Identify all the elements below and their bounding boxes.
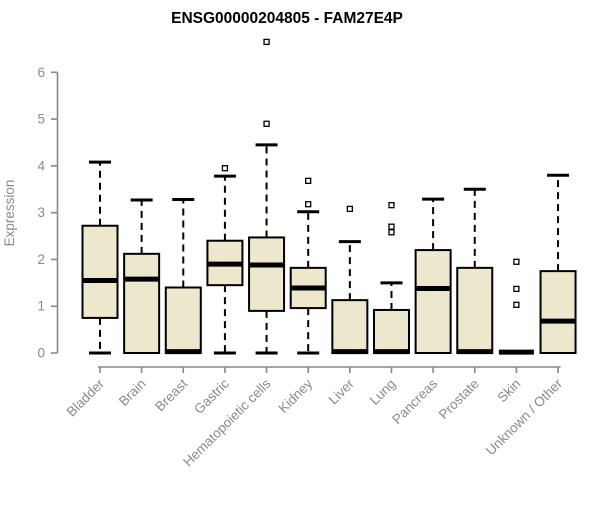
boxplot-gastric	[206, 165, 244, 355]
y-tick-label-0: 0	[37, 346, 45, 361]
outlier-lung-0	[388, 229, 395, 236]
y-tick-label-5: 5	[37, 112, 45, 127]
iqr-box-hematopoietic-cells	[248, 236, 286, 312]
chart-title: ENSG00000204805 - FAM27E4P	[171, 10, 403, 27]
iqr-box-pancreas	[414, 249, 452, 354]
outlier-lung-2	[388, 202, 395, 209]
y-tick-label-4: 4	[37, 158, 45, 173]
x-tick-label-brain: Brain	[116, 376, 149, 409]
outlier-lung-1	[388, 223, 395, 230]
boxplot-pancreas	[414, 197, 452, 354]
boxplot-prostate	[456, 187, 494, 355]
outlier-kidney-0	[305, 201, 312, 208]
y-axis-label: Expression	[2, 180, 17, 247]
outlier-skin-0	[513, 301, 520, 308]
outlier-skin-2	[513, 258, 520, 265]
x-tick-label-skin: Skin	[494, 376, 523, 405]
boxplot-lung	[372, 202, 410, 355]
iqr-box-lung	[372, 308, 410, 354]
boxplot-brain	[123, 198, 161, 354]
x-tick-label-pancreas: Pancreas	[389, 376, 440, 427]
outlier-hematopoietic-cells-0	[263, 120, 270, 127]
x-tick-label-unknown-other: Unknown / Other	[483, 376, 566, 459]
x-tick-label-bladder: Bladder	[64, 376, 108, 420]
outlier-hematopoietic-cells-1	[263, 38, 270, 46]
y-tick-label-2: 2	[37, 252, 45, 267]
x-tick-label-gastric: Gastric	[191, 376, 232, 417]
boxplot-unknown-other	[539, 173, 577, 355]
x-tick-label-lung: Lung	[367, 376, 399, 408]
boxplot-hematopoietic-cells	[248, 38, 286, 355]
boxplot-kidney	[289, 177, 327, 355]
boxplot-breast	[164, 198, 202, 355]
y-tick-label-1: 1	[37, 299, 45, 314]
boxplot-liver	[331, 205, 369, 355]
iqr-box-prostate	[456, 266, 494, 355]
iqr-box-brain	[123, 252, 161, 354]
iqr-box-unknown-other	[539, 270, 577, 355]
boxplot-bladder	[81, 160, 119, 355]
y-tick-label-3: 3	[37, 205, 45, 220]
boxplot-skin	[498, 258, 534, 355]
x-tick-label-breast: Breast	[152, 376, 190, 414]
outlier-skin-1	[513, 285, 520, 293]
y-tick-label-6: 6	[37, 65, 45, 80]
x-tick-label-kidney: Kidney	[276, 376, 316, 416]
iqr-box-liver	[331, 299, 369, 354]
x-tick-label-liver: Liver	[326, 376, 358, 408]
x-tick-label-prostate: Prostate	[436, 376, 482, 422]
outlier-gastric-0	[221, 165, 229, 172]
iqr-box-breast	[164, 286, 202, 354]
iqr-box-bladder	[81, 224, 119, 319]
outlier-kidney-1	[305, 177, 312, 184]
outlier-liver-0	[346, 205, 353, 213]
